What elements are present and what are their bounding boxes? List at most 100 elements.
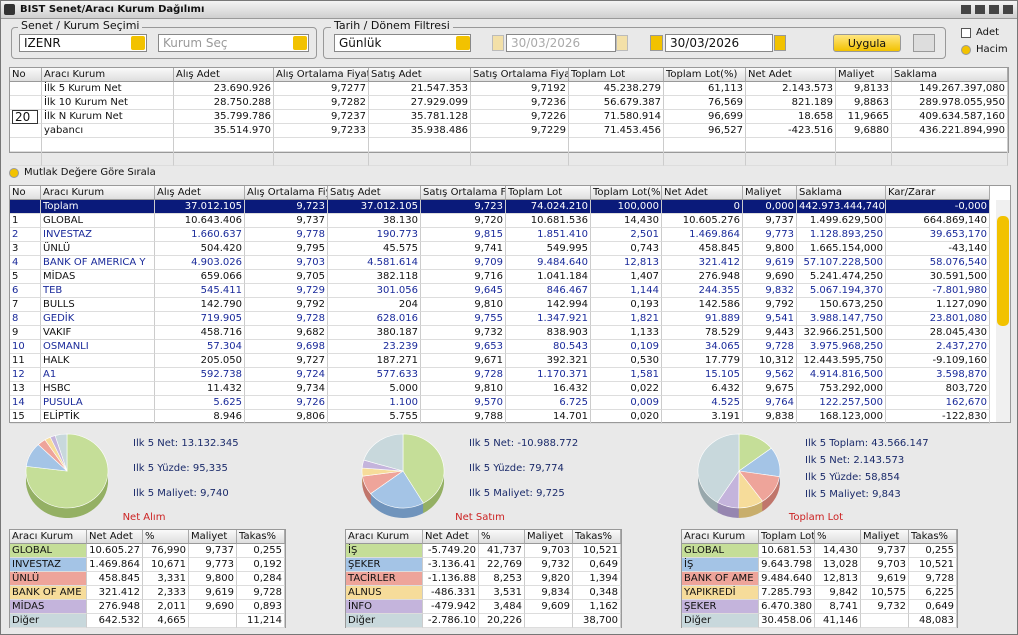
table-cell: Diğer (10, 614, 87, 628)
table-cell: 10,521 (573, 544, 621, 558)
close-button[interactable] (1003, 5, 1013, 14)
plus-button[interactable] (616, 35, 628, 51)
table-cell: 4 (10, 256, 41, 270)
table-cell: 35.938.486 (369, 124, 471, 138)
table-cell: 9,764 (743, 396, 797, 410)
table-cell: 1.499.629,500 (797, 214, 886, 228)
table-cell: ÜNLÜ (41, 242, 155, 256)
minimize-button[interactable] (961, 5, 971, 14)
table-cell (10, 96, 42, 110)
table-cell: 9,675 (743, 382, 797, 396)
table-cell: 80.543 (506, 340, 591, 354)
table-cell: 458.845 (87, 572, 143, 586)
table-cell: 276.948 (662, 270, 743, 284)
table-cell: 3,531 (479, 586, 525, 600)
table-cell: 1,133 (591, 326, 662, 340)
table-cell: 28.045,430 (886, 326, 990, 340)
table-cell: 1,821 (591, 312, 662, 326)
table-cell: 28.750.288 (174, 96, 274, 110)
table-cell: 0,192 (237, 558, 285, 572)
mini-table: Aracı Kurum Net Adet% Maliyet Takas% İŞ -5.74… (345, 529, 622, 628)
sort-option: Mutlak Değere Göre Sırala (24, 167, 156, 178)
column-header: Saklama (797, 186, 886, 200)
apply-button[interactable]: Uygula (833, 34, 901, 52)
title-bar: BIST Senet/Aracı Kurum Dağılımı (1, 1, 1017, 19)
checkbox[interactable] (961, 28, 971, 38)
column-header: Takas% (237, 530, 285, 544)
scroll-thumb[interactable] (997, 216, 1009, 326)
end-date[interactable]: 30/03/2026 (665, 34, 773, 52)
broker-combo[interactable]: Kurum Seç (158, 34, 309, 52)
table-cell: 14 (10, 396, 41, 410)
table-cell (836, 138, 892, 152)
table-cell: 642.532 (87, 614, 143, 628)
column-header: Toplam Lot (759, 530, 815, 544)
table-cell: 753.292,000 (797, 382, 886, 396)
stat-label: Ilk 5 Maliyet: 9,843 (805, 489, 901, 500)
column-header: Net Adet (87, 530, 143, 544)
table-cell: 9,800 (743, 242, 797, 256)
table-cell: 1.127,090 (886, 298, 990, 312)
table-cell: 7.285.793 (759, 586, 815, 600)
combo-arrow[interactable] (456, 36, 470, 50)
table-cell: -2.786.10 (423, 614, 479, 628)
pie-chart (361, 433, 445, 518)
plus-button[interactable] (774, 35, 786, 51)
minus-button[interactable] (650, 35, 663, 51)
stat-label: Ilk 5 Maliyet: 9,725 (469, 488, 565, 499)
table-cell: ELİPTİK (41, 410, 155, 424)
table-cell: TEB (41, 284, 155, 298)
radio[interactable] (961, 45, 971, 55)
period-combo[interactable]: Günlük (334, 34, 471, 52)
column-header: Maliyet (836, 68, 892, 82)
scrollbar[interactable] (996, 200, 1010, 422)
table-cell: 6.725 (506, 396, 591, 410)
restore-button[interactable] (975, 5, 985, 14)
table-cell: 1,162 (573, 600, 621, 614)
start-date[interactable]: 30/03/2026 (506, 34, 616, 52)
table-cell: 13 (10, 382, 41, 396)
column-header: Alış Adet (155, 186, 245, 200)
table-cell: 382.118 (328, 270, 421, 284)
n-input[interactable]: 20 (12, 110, 38, 124)
table-cell: İlk 10 Kurum Net (42, 96, 174, 110)
table-cell: -479.942 (423, 600, 479, 614)
pie-slice (370, 470, 424, 509)
table-cell: 5.241.474,250 (797, 270, 886, 284)
combo-arrow[interactable] (131, 36, 145, 50)
mini-table: Aracı Kurum Toplam Lot% Maliyet Takas% GLOBA… (681, 529, 958, 628)
window-title: BIST Senet/Aracı Kurum Dağılımı (20, 4, 205, 15)
table-cell: -1.136.88 (423, 572, 479, 586)
table-cell: 30.458.06 (759, 614, 815, 628)
table-cell: 9,741 (421, 242, 506, 256)
table-cell: 10,575 (861, 586, 909, 600)
table-cell: 71.453.456 (569, 124, 664, 138)
table-cell: 96,527 (664, 124, 746, 138)
close-icon[interactable] (4, 4, 15, 15)
table-cell: 38,700 (573, 614, 621, 628)
table-cell: 1.660.637 (155, 228, 245, 242)
table-cell: 9,703 (525, 544, 573, 558)
table-cell (892, 152, 1008, 166)
export-button[interactable] (913, 34, 935, 52)
radio[interactable] (9, 168, 19, 178)
table-cell (10, 152, 42, 166)
table-cell: 9,728 (421, 368, 506, 382)
table-cell: 9,728 (909, 572, 957, 586)
table-cell: 9,671 (421, 354, 506, 368)
combo-arrow[interactable] (293, 36, 307, 50)
table-cell: yabancı (42, 124, 174, 138)
table-cell (369, 138, 471, 152)
table-cell: 9,7229 (471, 124, 569, 138)
maximize-button[interactable] (989, 5, 999, 14)
table-cell: 458.716 (155, 326, 245, 340)
table-cell (274, 138, 369, 152)
table-cell: 2.143.573 (746, 82, 836, 96)
column-header: No (10, 68, 42, 82)
symbol-combo[interactable]: IZENR (19, 34, 147, 52)
minus-button[interactable] (492, 35, 504, 51)
table-cell (525, 614, 573, 628)
table-cell: 1.170.371 (506, 368, 591, 382)
table-cell: 9,727 (245, 354, 328, 368)
column-header: Aracı Kurum (10, 530, 87, 544)
